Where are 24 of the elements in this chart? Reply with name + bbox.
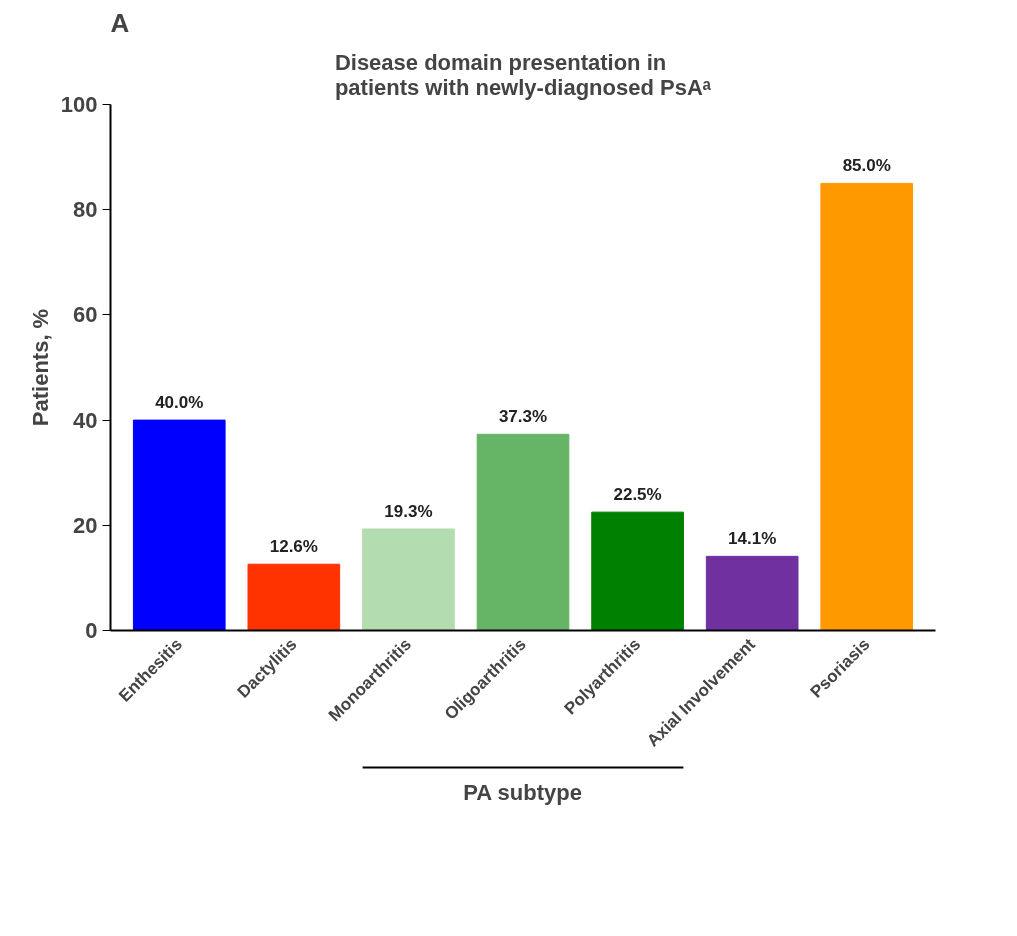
chart-title: Disease domain presentation in patients with newly-diagnosed PsAᵃ — [334, 49, 712, 100]
y-tick-label: 60 — [73, 302, 98, 328]
bar — [132, 419, 226, 631]
data-label: 85.0% — [842, 156, 891, 176]
y-tick-label: 100 — [60, 92, 98, 117]
bar — [247, 563, 341, 631]
bar — [820, 182, 914, 631]
y-tick-label: 20 — [73, 512, 98, 538]
y-tick-label: 80 — [73, 197, 98, 223]
bar — [362, 528, 455, 631]
text: PA subtype — [463, 779, 582, 805]
bar — [705, 555, 799, 631]
data-label: 12.6% — [269, 537, 318, 557]
text: A — [110, 7, 130, 38]
y-tick-label: 0 — [85, 618, 98, 643]
bar — [476, 433, 570, 631]
data-label: 14.1% — [728, 529, 777, 549]
y-tick-label: 40 — [73, 407, 98, 433]
data-label: 37.3% — [498, 407, 548, 427]
data-label: 22.5% — [613, 485, 662, 505]
data-label: 40.0% — [155, 393, 204, 413]
y-axis-title: Patients, % — [27, 308, 53, 427]
bar — [591, 511, 684, 631]
data-label: 19.3% — [384, 501, 433, 521]
